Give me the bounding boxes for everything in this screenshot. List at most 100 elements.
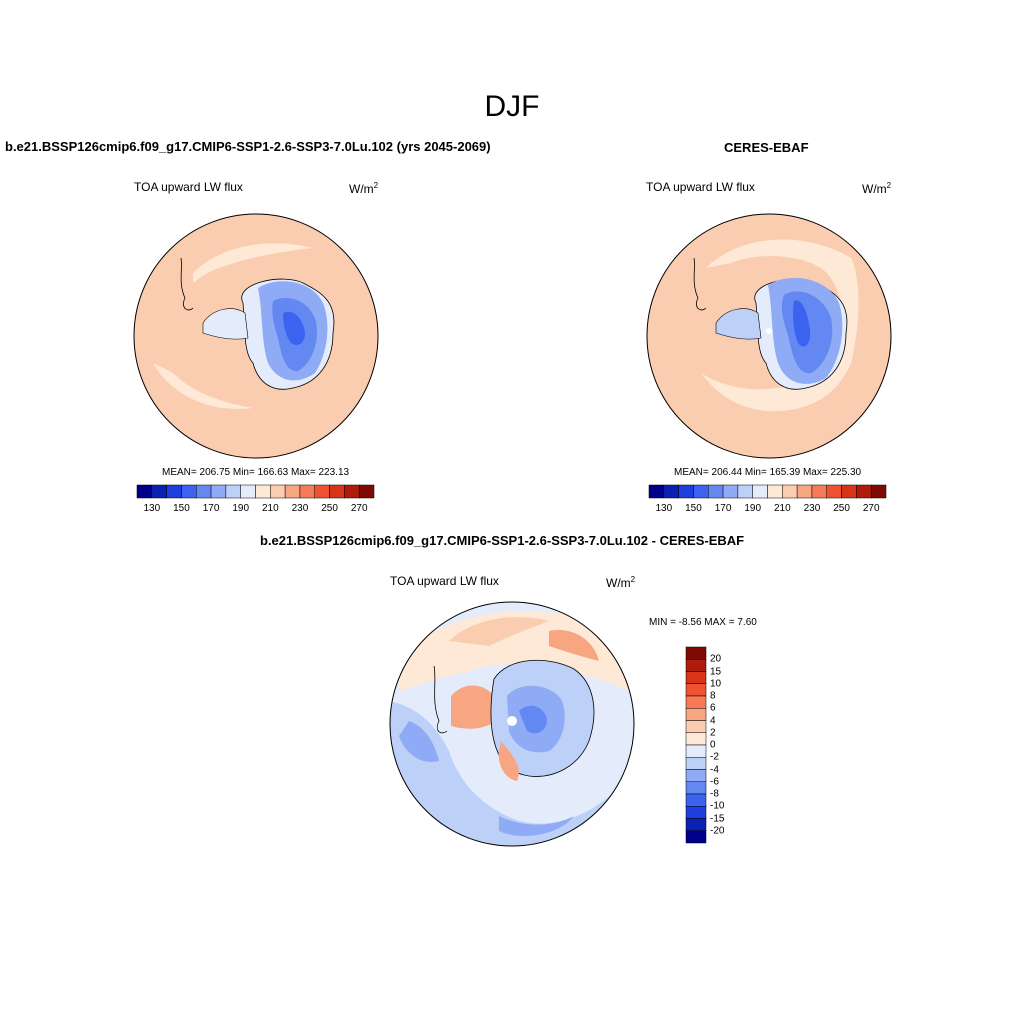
obs-colorbar-swatch	[678, 484, 694, 499]
obs-colorbar-swatch	[826, 484, 842, 499]
model-colorbar-tick-label: 150	[173, 503, 190, 514]
model-colorbar-tick-label: 270	[350, 503, 368, 514]
diff-colorbar-tick-label: 0	[710, 739, 716, 751]
model-colorbar-swatch	[344, 484, 360, 499]
diff-colorbar-tick-label: 6	[710, 702, 716, 714]
diff-pole-gap	[507, 716, 517, 726]
model-colorbar-labels: 130 150 170 190 210 230 250 270	[137, 503, 374, 517]
model-case-title: b.e21.BSSP126cmip6.f09_g17.CMIP6-SSP1-2.…	[5, 139, 491, 154]
obs-colorbar-tick-label: 190	[744, 503, 762, 514]
model-colorbar-swatch	[166, 484, 182, 499]
obs-colorbar-swatch	[870, 484, 887, 499]
diff-colorbar-tick-label: -15	[710, 813, 725, 824]
diff-colorbar-swatch	[685, 793, 707, 807]
obs-colorbar-swatch	[693, 484, 709, 499]
diff-colorbar-swatch	[685, 757, 707, 770]
diff-colorbar-swatch	[685, 659, 707, 672]
model-colorbar-swatch	[210, 484, 227, 499]
model-colorbar-swatch	[329, 484, 345, 499]
diff-colorbar-tick-label: -8	[710, 788, 719, 800]
diff-colorbar-tick-label: -10	[710, 800, 725, 812]
diff-colorbar-swatch	[685, 708, 707, 721]
obs-polar-map	[646, 213, 892, 459]
obs-colorbar-swatch	[722, 484, 739, 499]
diff-colorbar-tick-label: -4	[710, 764, 719, 775]
diff-colorbar	[685, 646, 707, 844]
obs-peninsula-coast	[693, 257, 707, 311]
obs-colorbar-swatch	[663, 484, 679, 499]
diff-colorbar-swatch	[685, 744, 707, 758]
obs-minimum-core	[793, 300, 811, 347]
obs-colorbar-tick-label: 170	[714, 503, 732, 514]
model-peninsula-coast	[180, 257, 194, 311]
obs-colorbar	[648, 484, 887, 499]
diff-colorbar-tick-label: 15	[710, 666, 722, 677]
model-colorbar-tick-label: 130	[143, 503, 161, 514]
model-colorbar-swatch	[255, 484, 271, 499]
model-colorbar-tick-label: 210	[261, 503, 279, 514]
model-colorbar-tick-label: 170	[202, 503, 220, 514]
model-colorbar-swatch	[181, 484, 197, 499]
diff-colorbar-swatch	[685, 769, 707, 782]
diff-colorbar-tick-label: -20	[710, 825, 725, 837]
obs-colorbar-labels: 130 150 170 190 210 230 250 270	[649, 503, 886, 517]
diff-colorbar-swatch	[685, 830, 707, 844]
model-colorbar-swatch	[225, 484, 241, 499]
obs-colorbar-swatch	[767, 484, 783, 499]
model-light-band	[193, 243, 313, 283]
obs-colorbar-tick-label: 230	[803, 503, 821, 514]
model-colorbar-swatch	[270, 484, 286, 499]
diff-colorbar-tick-label: -2	[710, 751, 719, 763]
model-colorbar-swatch	[136, 484, 153, 499]
model-colorbar-swatch	[358, 484, 375, 499]
diff-colorbar-labels: 20 15 10 8 6 4 2 0 -2 -4 -6 -8 -10 -15 -20	[710, 647, 740, 843]
obs-colorbar-tick-label: 210	[773, 503, 791, 514]
diff-colorbar-tick-label: 2	[710, 727, 716, 739]
obs-map-boundary	[646, 213, 892, 459]
obs-pole-gap	[766, 328, 772, 334]
diff-negative-band	[390, 701, 634, 846]
obs-case-title: CERES-EBAF	[724, 140, 809, 155]
model-units-label: W/m2	[349, 181, 379, 196]
obs-colorbar-tick-label: 130	[655, 503, 673, 514]
diff-polar-map	[389, 601, 635, 847]
diff-colorbar-swatch	[685, 671, 707, 684]
diff-colorbar-swatch	[685, 781, 707, 795]
diff-variable-label: TOA upward LW flux	[390, 574, 499, 588]
obs-light-band	[701, 239, 859, 412]
model-minimum-core	[283, 311, 305, 345]
model-polar-map	[133, 213, 379, 459]
obs-colorbar-swatch	[856, 484, 872, 499]
obs-colorbar-swatch	[752, 484, 768, 499]
model-colorbar-swatch	[314, 484, 330, 499]
obs-colorbar-tick-label: 270	[862, 503, 880, 514]
model-map-boundary	[133, 213, 379, 459]
obs-colorbar-swatch	[811, 484, 827, 499]
obs-variable-label: TOA upward LW flux	[646, 180, 755, 194]
diff-colorbar-swatch	[685, 806, 707, 819]
model-stats: MEAN= 206.75 Min= 166.63 Max= 223.13	[162, 467, 350, 478]
obs-colorbar-swatch	[782, 484, 798, 499]
model-colorbar	[136, 484, 375, 499]
figure-title: DJF	[484, 90, 540, 123]
obs-colorbar-tick-label: 250	[833, 503, 850, 514]
diff-colorbar-tick-label: 4	[710, 715, 716, 726]
diff-colorbar-tick-label: 8	[710, 690, 716, 702]
model-variable-label: TOA upward LW flux	[134, 180, 243, 194]
model-colorbar-tick-label: 230	[291, 503, 309, 514]
diff-colorbar-swatch	[685, 732, 707, 746]
obs-colorbar-swatch	[796, 484, 813, 499]
model-colorbar-swatch	[196, 484, 212, 499]
diff-colorbar-tick-label: -6	[710, 776, 719, 788]
diff-colorbar-swatch	[685, 683, 707, 697]
diff-colorbar-tick-label: 20	[710, 653, 722, 665]
diff-case-title: b.e21.BSSP126cmip6.f09_g17.CMIP6-SSP1-2.…	[260, 533, 745, 548]
diff-units-label: W/m2	[606, 575, 636, 590]
diff-colorbar-swatch	[685, 818, 707, 831]
diff-colorbar-tick-label: 10	[710, 678, 722, 690]
obs-colorbar-swatch	[648, 484, 665, 499]
obs-colorbar-swatch	[737, 484, 753, 499]
diff-colorbar-swatch	[685, 695, 707, 709]
obs-units-label: W/m2	[862, 181, 892, 196]
diff-peninsula-coast	[433, 665, 448, 734]
